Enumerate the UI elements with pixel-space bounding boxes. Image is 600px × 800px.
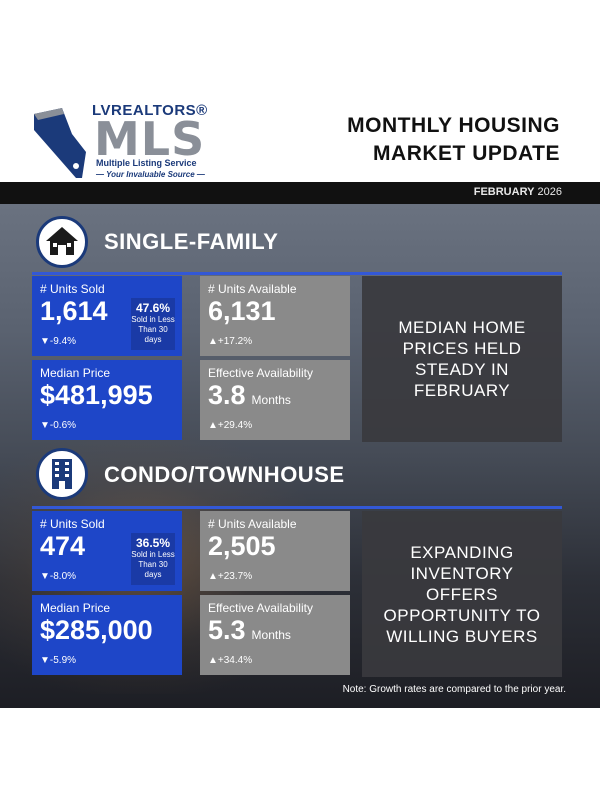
sold-fast-percent: 47.6%	[135, 301, 171, 315]
sold-fast-badge: 36.5% Sold in Less Than 30 days	[131, 533, 175, 585]
page-title-line-2: MARKET UPDATE	[373, 142, 560, 165]
card-change: ▼-9.4%	[40, 336, 77, 347]
sf-effective-availability-card: Effective Availability 3.8 Months ▲+29.4%	[200, 360, 350, 440]
sold-fast-text: Sold in Less Than 30 days	[131, 315, 175, 344]
section-title-single-family: SINGLE-FAMILY	[104, 229, 279, 254]
report-year: 2026	[537, 186, 562, 198]
card-label: Effective Availability	[208, 601, 313, 615]
card-value-number: 3.8	[208, 380, 246, 410]
sold-fast-percent: 36.5%	[135, 536, 171, 550]
card-change: ▲+29.4%	[208, 420, 253, 431]
condo-headline: EXPANDING INVENTORY OFFERS OPPORTUNITY T…	[362, 511, 562, 677]
header: LVREALTORS® MLS Multiple Listing Service…	[0, 90, 600, 182]
building-icon	[36, 448, 88, 500]
card-label: Effective Availability	[208, 366, 313, 380]
sf-units-available-card: # Units Available 6,131 ▲+17.2%	[200, 276, 350, 356]
card-value: 474	[40, 531, 86, 561]
date-bar: FEBRUARY 2026	[0, 182, 600, 204]
card-change: ▼-5.9%	[40, 655, 77, 666]
logo-subtitle: Multiple Listing Service	[96, 158, 197, 168]
footnote: Note: Growth rates are compared to the p…	[342, 684, 566, 695]
report-date: FEBRUARY 2026	[474, 186, 562, 198]
logo-tagline: — Your Invaluable Source —	[96, 170, 205, 179]
section-divider	[32, 506, 562, 509]
card-label: # Units Sold	[40, 282, 105, 296]
sf-headline: MEDIAN HOME PRICES HELD STEADY IN FEBRUA…	[362, 276, 562, 442]
card-value: 2,505	[208, 531, 276, 561]
condo-effective-availability-card: Effective Availability 5.3 Months ▲+34.4%	[200, 595, 350, 675]
card-change: ▼-8.0%	[40, 571, 77, 582]
card-label: # Units Available	[208, 282, 297, 296]
page-title-line-1: MONTHLY HOUSING	[347, 114, 560, 137]
logo-mls-text: MLS	[94, 112, 206, 166]
sf-median-price-card: Median Price $481,995 ▼-0.6%	[32, 360, 182, 440]
sf-units-sold-card: # Units Sold 1,614 ▼-9.4% 47.6% Sold in …	[32, 276, 182, 356]
logo-brand-text: LVREALTORS®	[92, 102, 208, 119]
card-value: $285,000	[40, 615, 153, 645]
section-divider	[32, 272, 562, 275]
sold-fast-text: Sold in Less Than 30 days	[131, 550, 175, 579]
sold-fast-badge: 47.6% Sold in Less Than 30 days	[131, 298, 175, 350]
section-title-condo: CONDO/TOWNHOUSE	[104, 462, 345, 487]
house-icon	[36, 216, 88, 268]
page-title: MONTHLY HOUSING MARKET UPDATE	[347, 112, 560, 168]
report-month: FEBRUARY	[473, 186, 535, 198]
card-change: ▲+34.4%	[208, 655, 253, 666]
lvr-mls-logo[interactable]: LVREALTORS® MLS Multiple Listing Service…	[32, 98, 222, 182]
card-value: 1,614	[40, 296, 108, 326]
card-change: ▲+17.2%	[208, 336, 253, 347]
card-label: Median Price	[40, 366, 111, 380]
card-value-number: 5.3	[208, 615, 246, 645]
card-value: 3.8 Months	[208, 380, 291, 411]
card-change: ▼-0.6%	[40, 420, 77, 431]
nevada-state-icon	[34, 108, 86, 178]
card-value-unit: Months	[251, 393, 291, 407]
condo-units-available-card: # Units Available 2,505 ▲+23.7%	[200, 511, 350, 591]
card-value: $481,995	[40, 380, 153, 410]
card-value: 5.3 Months	[208, 615, 291, 646]
card-label: Median Price	[40, 601, 111, 615]
card-change: ▲+23.7%	[208, 571, 253, 582]
card-label: # Units Sold	[40, 517, 105, 531]
card-value-unit: Months	[251, 628, 291, 642]
card-label: # Units Available	[208, 517, 297, 531]
condo-median-price-card: Median Price $285,000 ▼-5.9%	[32, 595, 182, 675]
condo-units-sold-card: # Units Sold 474 ▼-8.0% 36.5% Sold in Le…	[32, 511, 182, 591]
card-value: 6,131	[208, 296, 276, 326]
